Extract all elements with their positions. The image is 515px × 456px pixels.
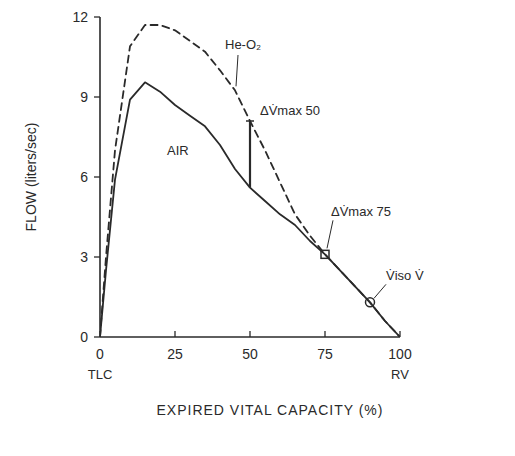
x-axis-title: EXPIRED VITAL CAPACITY (%) (157, 402, 384, 418)
leader-line (374, 284, 386, 298)
annotation-marker (366, 298, 375, 307)
series-label: He-O₂ (225, 37, 261, 52)
plot-area (100, 25, 400, 337)
x-tick (324, 331, 325, 337)
y-tick-label: 12 (72, 9, 88, 25)
y-tick (94, 256, 100, 257)
x-tick (249, 331, 250, 337)
chart: 0 3 6 9 12 0 25 50 75 100 TLC RV EXPIRED VITAL CAPAC… (0, 0, 515, 456)
x-end-label: RV (391, 367, 409, 382)
leader-line (327, 220, 333, 248)
y-tick-label: 6 (80, 169, 88, 185)
y-tick (94, 96, 100, 97)
delta-bar (249, 121, 251, 188)
y-tick-label: 9 (80, 89, 88, 105)
annotation: ΔV̇max 75 (331, 204, 391, 219)
y-tick (94, 16, 100, 17)
series-line (100, 25, 400, 337)
y-tick-label: 0 (80, 329, 88, 345)
y-tick (94, 176, 100, 177)
x-tick-label: 25 (167, 346, 183, 362)
annotation: ΔV̇max 50 (260, 103, 320, 118)
x-tick-label: 100 (388, 346, 412, 362)
x-tick-label: 50 (242, 346, 258, 362)
delta-cap (246, 120, 254, 122)
y-tick-label: 3 (80, 249, 88, 265)
x-tick (174, 331, 175, 337)
x-tick-label: 75 (317, 346, 333, 362)
y-axis-title: FLOW (liters/sec) (23, 123, 39, 232)
series-label: AIR (167, 143, 189, 158)
annotation: V̇iso V̇ (386, 268, 424, 283)
y-tick (94, 336, 100, 337)
series-line (100, 82, 400, 337)
leader-line (236, 55, 238, 86)
x-tick-label: 0 (96, 346, 104, 362)
x-end-label: TLC (88, 367, 113, 382)
annotation-marker (321, 250, 329, 258)
